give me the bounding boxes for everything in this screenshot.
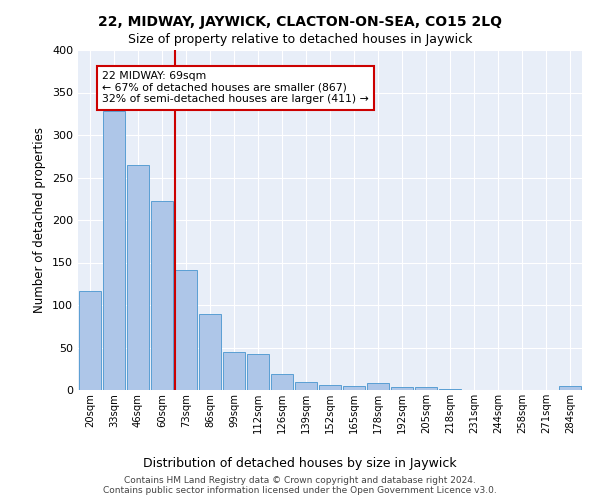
- Bar: [175, 270, 197, 390]
- Bar: [367, 383, 389, 390]
- Bar: [415, 386, 437, 390]
- Bar: [295, 382, 317, 390]
- Bar: [103, 111, 125, 390]
- Text: 22 MIDWAY: 69sqm
← 67% of detached houses are smaller (867)
32% of semi-detached: 22 MIDWAY: 69sqm ← 67% of detached house…: [102, 71, 369, 104]
- Bar: [199, 314, 221, 390]
- Bar: [439, 389, 461, 390]
- Text: 22, MIDWAY, JAYWICK, CLACTON-ON-SEA, CO15 2LQ: 22, MIDWAY, JAYWICK, CLACTON-ON-SEA, CO1…: [98, 15, 502, 29]
- Bar: [271, 374, 293, 390]
- Bar: [127, 165, 149, 390]
- Bar: [559, 386, 581, 390]
- Bar: [391, 388, 413, 390]
- Y-axis label: Number of detached properties: Number of detached properties: [34, 127, 46, 313]
- Text: Distribution of detached houses by size in Jaywick: Distribution of detached houses by size …: [143, 458, 457, 470]
- Bar: [223, 352, 245, 390]
- Bar: [343, 386, 365, 390]
- Bar: [319, 385, 341, 390]
- Text: Size of property relative to detached houses in Jaywick: Size of property relative to detached ho…: [128, 32, 472, 46]
- Bar: [247, 354, 269, 390]
- Bar: [151, 202, 173, 390]
- Bar: [79, 292, 101, 390]
- Text: Contains HM Land Registry data © Crown copyright and database right 2024.
Contai: Contains HM Land Registry data © Crown c…: [103, 476, 497, 495]
